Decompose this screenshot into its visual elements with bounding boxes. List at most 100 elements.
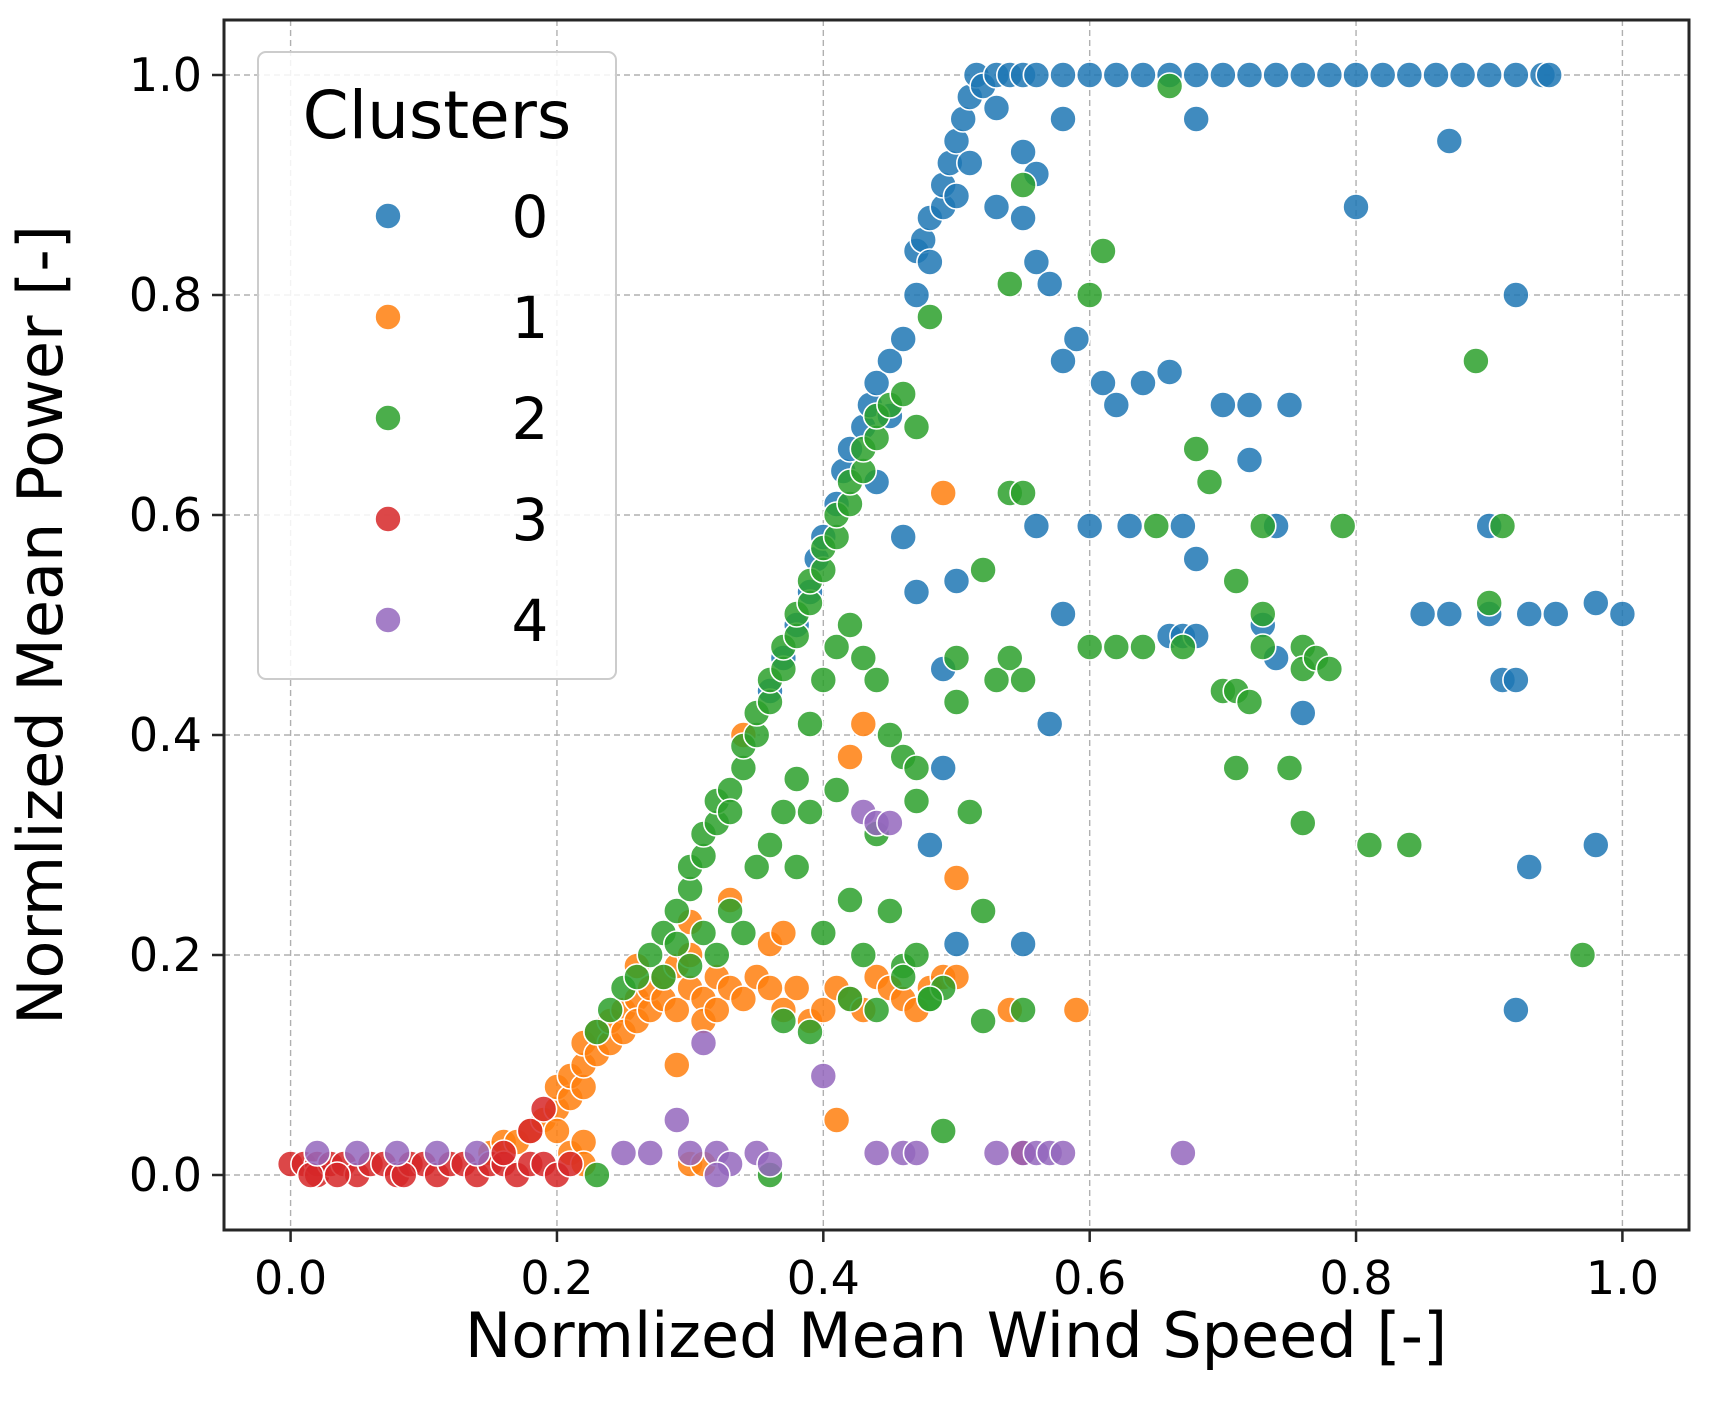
data-point-cluster-0 xyxy=(1582,589,1610,617)
data-point-cluster-2 xyxy=(1568,941,1597,969)
data-point-cluster-4 xyxy=(876,809,904,837)
legend-marker-1 xyxy=(374,303,402,331)
data-point-cluster-4 xyxy=(862,1139,891,1167)
data-point-cluster-2 xyxy=(1009,666,1037,694)
data-point-cluster-1 xyxy=(836,743,864,771)
axis-ticks: 0.0 0.2 0.4 0.6 0.8 1.0 0.0 0.2 0.4 0.6 0.8 1.0 xyxy=(129,48,1659,1305)
data-point-cluster-4 xyxy=(756,1150,784,1178)
data-point-cluster-0 xyxy=(1608,600,1637,628)
data-point-cluster-0 xyxy=(1209,391,1237,419)
data-point-cluster-2 xyxy=(1222,754,1250,782)
data-point-cluster-1 xyxy=(662,996,691,1024)
data-point-cluster-0 xyxy=(1075,61,1104,89)
data-point-cluster-2 xyxy=(809,666,838,694)
data-point-cluster-0 xyxy=(1502,996,1530,1024)
data-point-cluster-0 xyxy=(1089,369,1117,397)
x-tick-label: 1.0 xyxy=(1586,1251,1659,1305)
x-tick-label: 0.4 xyxy=(787,1251,860,1305)
data-point-cluster-0 xyxy=(1502,666,1530,694)
data-point-cluster-2 xyxy=(596,996,625,1024)
data-point-cluster-0 xyxy=(1235,61,1264,89)
data-point-cluster-0 xyxy=(1129,61,1157,89)
data-point-cluster-0 xyxy=(1022,61,1051,89)
data-point-cluster-4 xyxy=(463,1139,491,1167)
data-point-cluster-2 xyxy=(995,270,1024,298)
data-point-cluster-3 xyxy=(556,1150,585,1178)
data-point-cluster-0 xyxy=(1169,512,1197,540)
data-point-cluster-0 xyxy=(955,149,984,177)
data-point-cluster-2 xyxy=(849,941,878,969)
data-point-cluster-2 xyxy=(969,897,997,925)
data-point-cluster-0 xyxy=(1182,61,1210,89)
legend-marker-3 xyxy=(374,505,402,533)
data-point-cluster-0 xyxy=(1209,61,1237,89)
plot-frame xyxy=(222,18,1691,1232)
data-point-cluster-0 xyxy=(889,523,918,551)
data-point-cluster-0 xyxy=(1182,545,1210,573)
data-point-cluster-0 xyxy=(1235,446,1264,474)
data-point-cluster-0 xyxy=(1062,325,1091,353)
data-point-cluster-0 xyxy=(902,578,931,606)
data-point-cluster-0 xyxy=(1009,138,1037,166)
data-point-cluster-2 xyxy=(1195,468,1224,496)
data-point-cluster-2 xyxy=(1462,347,1490,375)
data-point-cluster-2 xyxy=(809,919,838,947)
data-point-cluster-0 xyxy=(1542,600,1570,628)
data-point-cluster-1 xyxy=(942,864,971,892)
data-point-cluster-4 xyxy=(343,1139,372,1167)
data-point-cluster-2 xyxy=(916,303,944,331)
data-point-cluster-0 xyxy=(1448,61,1477,89)
data-point-cluster-0 xyxy=(1009,204,1037,232)
data-point-cluster-0 xyxy=(1289,61,1317,89)
data-point-cluster-0 xyxy=(1515,853,1543,881)
data-point-cluster-0 xyxy=(1289,699,1317,727)
data-point-cluster-2 xyxy=(1235,688,1264,716)
data-point-cluster-2 xyxy=(862,996,891,1024)
data-point-cluster-0 xyxy=(1342,61,1370,89)
data-point-cluster-2 xyxy=(942,688,971,716)
data-point-cluster-0 xyxy=(1102,61,1131,89)
data-point-cluster-2 xyxy=(1249,633,1277,661)
data-points xyxy=(276,61,1637,1189)
data-point-cluster-3 xyxy=(323,1161,352,1189)
data-point-cluster-0 xyxy=(1049,347,1077,375)
data-point-cluster-4 xyxy=(809,1062,838,1090)
data-point-cluster-4 xyxy=(662,1106,691,1134)
data-point-cluster-4 xyxy=(689,1029,718,1057)
data-point-cluster-0 xyxy=(1408,600,1437,628)
data-point-cluster-2 xyxy=(796,1018,824,1046)
data-point-cluster-2 xyxy=(822,633,851,661)
data-point-cluster-2 xyxy=(1275,754,1304,782)
data-point-cluster-4 xyxy=(636,1139,665,1167)
legend-entries: 0 1 2 3 4 xyxy=(374,183,549,655)
data-point-cluster-0 xyxy=(1129,369,1157,397)
data-point-cluster-2 xyxy=(583,1018,611,1046)
x-tick-label: 0.8 xyxy=(1319,1251,1392,1305)
legend-marker-0 xyxy=(374,202,402,230)
data-point-cluster-2 xyxy=(1475,589,1503,617)
data-point-cluster-2 xyxy=(836,886,864,914)
data-point-cluster-4 xyxy=(1049,1139,1077,1167)
data-point-cluster-2 xyxy=(769,798,798,826)
data-point-cluster-4 xyxy=(1169,1139,1197,1167)
data-point-cluster-2 xyxy=(916,985,944,1013)
data-point-cluster-0 xyxy=(1535,61,1563,89)
data-point-cluster-0 xyxy=(1315,61,1344,89)
legend-label-2: 2 xyxy=(512,385,549,453)
data-point-cluster-2 xyxy=(1222,567,1250,595)
data-point-cluster-2 xyxy=(702,941,731,969)
data-point-cluster-1 xyxy=(929,479,958,507)
data-point-cluster-2 xyxy=(836,611,864,639)
data-point-cluster-0 xyxy=(1515,600,1543,628)
data-point-cluster-0 xyxy=(1022,248,1051,276)
y-axis-label: Normlized Mean Power [-] xyxy=(4,225,77,1025)
data-point-cluster-1 xyxy=(769,919,798,947)
data-point-cluster-2 xyxy=(1075,281,1104,309)
data-point-cluster-2 xyxy=(862,666,891,694)
data-point-cluster-0 xyxy=(1502,281,1530,309)
data-point-cluster-0 xyxy=(1502,61,1530,89)
legend: Clusters 0 1 2 3 4 xyxy=(257,51,617,680)
data-point-cluster-0 xyxy=(1235,391,1264,419)
y-tick-label: 0.0 xyxy=(129,1148,202,1202)
data-point-cluster-0 xyxy=(1035,270,1064,298)
